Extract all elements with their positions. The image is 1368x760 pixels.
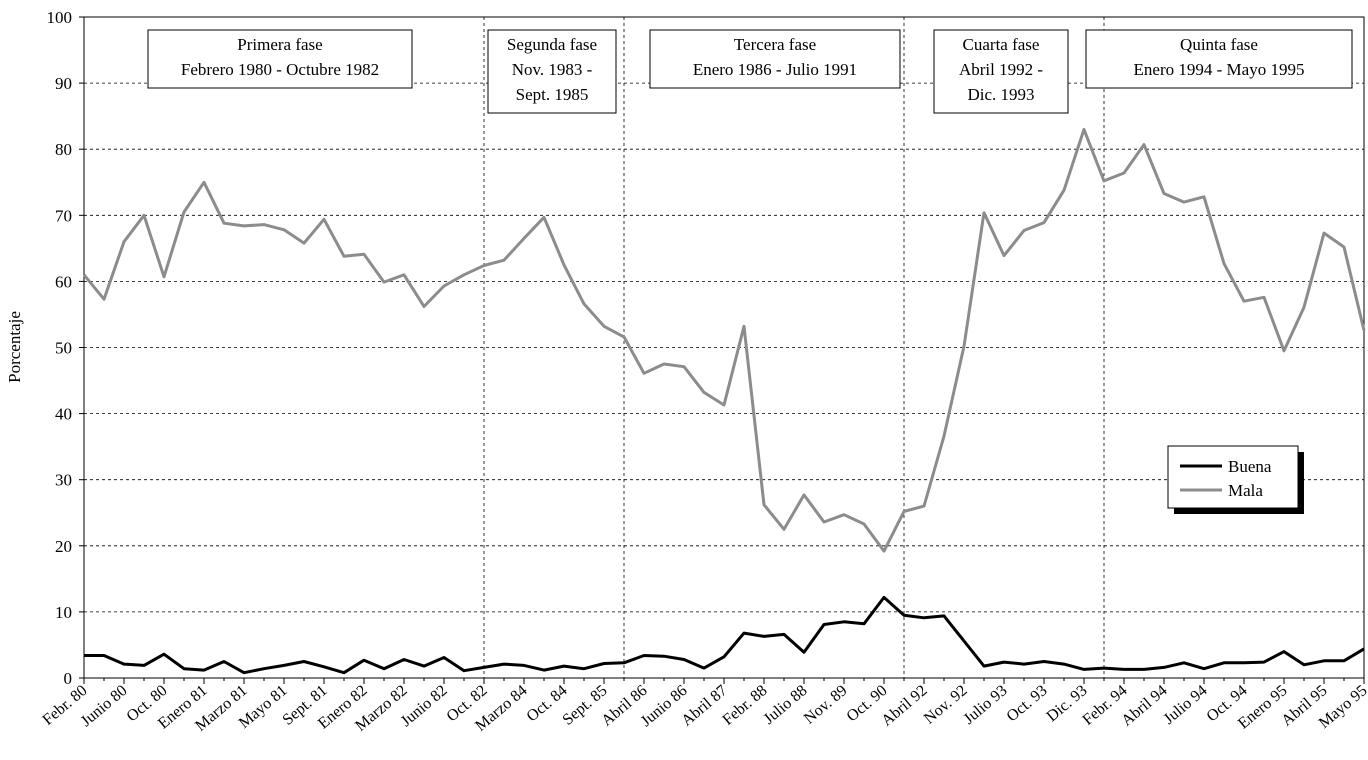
y-tick-label: 80	[55, 140, 72, 159]
y-tick-label: 100	[47, 8, 73, 27]
y-tick-label: 20	[55, 537, 72, 556]
phase-label: Segunda fase	[507, 35, 597, 54]
phase-label: Tercera fase	[734, 35, 816, 54]
y-tick-label: 90	[55, 74, 72, 93]
phase-box	[487, 29, 617, 114]
x-tick-label: Abril 92	[878, 682, 930, 730]
x-tick-label: Abril 94	[1118, 682, 1170, 730]
phase-label: Enero 1994 - Mayo 1995	[1134, 60, 1305, 79]
series-line	[82, 127, 1366, 553]
x-tick-label: Nov. 89	[801, 682, 851, 727]
y-tick-label: 70	[55, 206, 72, 225]
phase-label: Abril 1992 -	[959, 60, 1043, 79]
series-line	[84, 595, 1365, 675]
y-tick-label: 0	[64, 669, 73, 688]
legend-box	[1167, 445, 1299, 509]
x-tick-label: Oct. 93	[1004, 682, 1051, 725]
phase-label: Dic. 1993	[967, 85, 1034, 104]
y-axis-label: Porcentaje	[5, 311, 24, 383]
phase-box	[147, 29, 413, 89]
y-tick-label: 50	[55, 339, 72, 358]
phase-label: Primera fase	[237, 35, 322, 54]
y-tick-label: 60	[55, 272, 72, 291]
x-tick-label: Abril 87	[678, 682, 730, 730]
phase-label: Quinta fase	[1180, 35, 1258, 54]
x-tick-label: Julio 88	[760, 682, 810, 728]
x-tick-label: Julio 93	[960, 682, 1010, 728]
y-tick-label: 40	[55, 405, 72, 424]
x-tick-label: Julio 94	[1160, 682, 1210, 728]
phase-box	[649, 29, 901, 89]
phase-label: Febrero 1980 - Octubre 1982	[181, 60, 379, 79]
x-tick-label: Febr. 88	[719, 682, 770, 729]
plot-frame	[83, 16, 1365, 679]
phase-label: Sept. 1985	[516, 85, 589, 104]
phase-box	[933, 29, 1069, 114]
phase-box	[1085, 29, 1353, 89]
phase-label: Enero 1986 - Julio 1991	[693, 60, 857, 79]
phase-label: Nov. 1983 -	[512, 60, 593, 79]
x-tick-label: Nov. 92	[921, 682, 971, 727]
legend-label: Mala	[1228, 481, 1263, 500]
y-tick-label: 10	[55, 603, 72, 622]
legend-label: Buena	[1228, 457, 1272, 476]
y-tick-label: 30	[55, 471, 72, 490]
phase-label: Cuarta fase	[963, 35, 1040, 54]
